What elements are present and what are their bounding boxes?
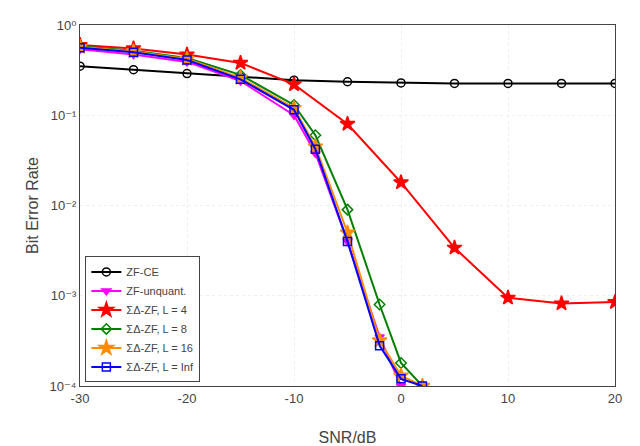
svg-text:10⁰: 10⁰: [57, 18, 77, 33]
svg-text:Bit Error Rate: Bit Error Rate: [24, 157, 41, 254]
svg-text:-10: -10: [285, 391, 304, 406]
svg-text:10: 10: [501, 391, 515, 406]
svg-text:ΣΔ-ZF, L = 16: ΣΔ-ZF, L = 16: [126, 342, 193, 354]
svg-text:ΣΔ-ZF, L = Inf: ΣΔ-ZF, L = Inf: [126, 361, 194, 373]
svg-text:ΣΔ-ZF, L = 8: ΣΔ-ZF, L = 8: [126, 323, 187, 335]
svg-text:-20: -20: [178, 391, 197, 406]
svg-text:10⁻⁴: 10⁻⁴: [49, 379, 76, 394]
svg-text:-30: -30: [71, 391, 90, 406]
svg-text:10⁻¹: 10⁻¹: [51, 108, 77, 123]
svg-text:ZF-unquant.: ZF-unquant.: [126, 285, 186, 297]
svg-text:ZF-CE: ZF-CE: [126, 266, 158, 278]
svg-text:10⁻³: 10⁻³: [51, 288, 77, 303]
svg-text:20: 20: [608, 391, 622, 406]
svg-text:0: 0: [397, 391, 404, 406]
svg-text:10⁻²: 10⁻²: [51, 198, 77, 213]
svg-text:SNR/dB: SNR/dB: [319, 429, 377, 446]
svg-text:ΣΔ-ZF, L = 4: ΣΔ-ZF, L = 4: [126, 304, 187, 316]
